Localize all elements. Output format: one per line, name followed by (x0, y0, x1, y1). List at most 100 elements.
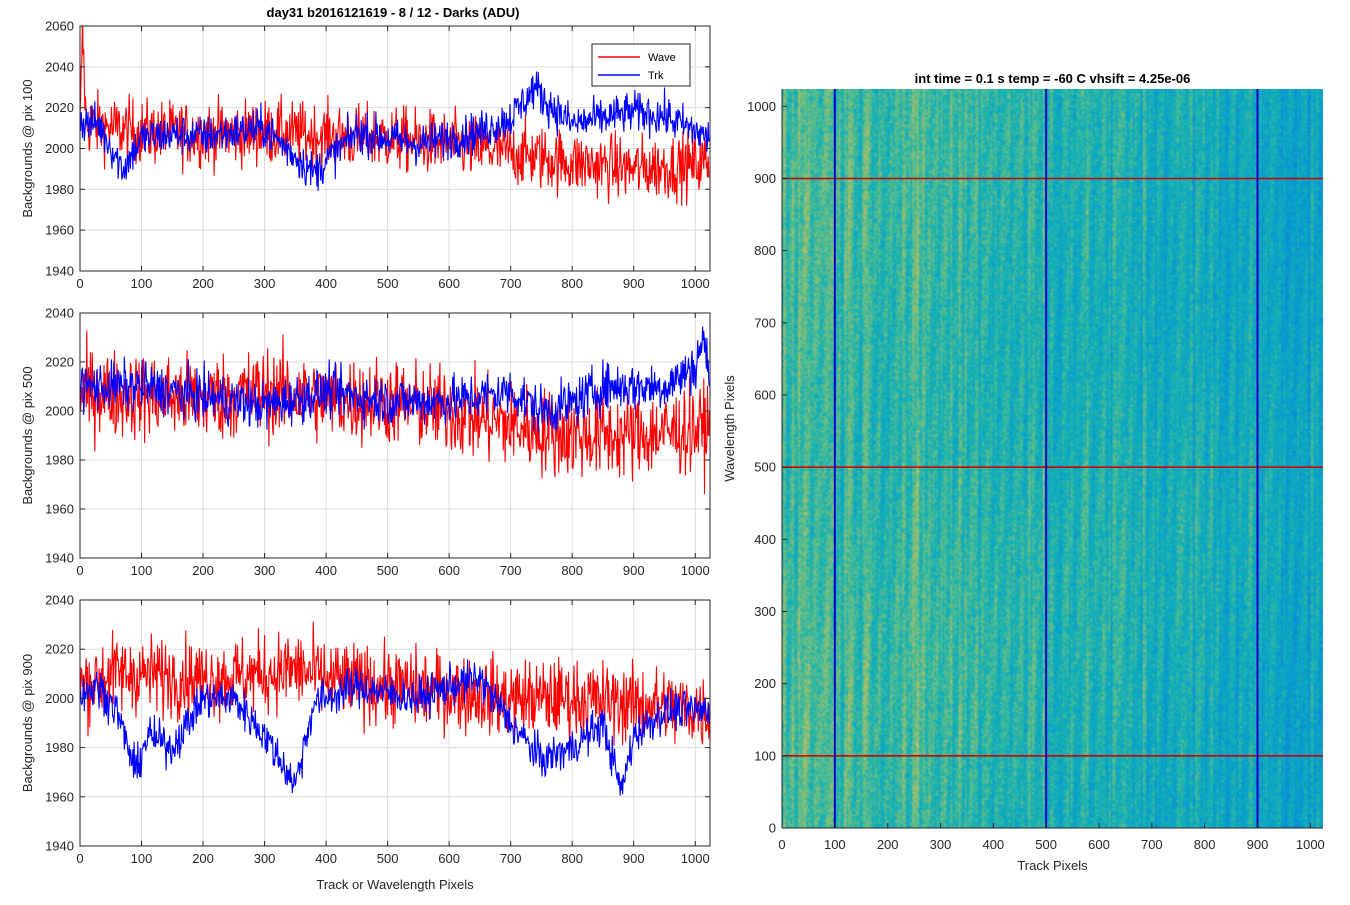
y-tick-label: 1960 (45, 789, 74, 804)
y-tick-label: 400 (754, 532, 776, 547)
series-line-trk (80, 71, 710, 192)
x-axis-label: Track Pixels (1017, 858, 1088, 873)
y-tick-label: 800 (754, 243, 776, 258)
y-tick-label: 2020 (45, 100, 74, 115)
y-tick-label: 1000 (747, 99, 776, 114)
x-tick-label: 300 (254, 276, 276, 291)
x-tick-label: 1000 (1296, 837, 1325, 852)
y-tick-label: 2020 (45, 642, 74, 657)
y-tick-label: 2000 (45, 141, 74, 156)
x-tick-label: 600 (438, 851, 460, 866)
x-tick-label: 700 (500, 563, 522, 578)
x-tick-label: 900 (623, 276, 645, 291)
y-tick-label: 2000 (45, 691, 74, 706)
y-tick-label: 2040 (45, 306, 74, 321)
legend-label-wave: Wave (648, 52, 676, 64)
x-tick-label: 0 (76, 851, 83, 866)
y-tick-label: 2040 (45, 59, 74, 74)
y-tick-label: 700 (754, 315, 776, 330)
figure-title: day31 b2016121619 - 8 / 12 - Darks (ADU) (267, 5, 520, 20)
y-axis-label: Wavelength Pixels (722, 375, 737, 482)
x-tick-label: 800 (561, 851, 583, 866)
y-tick-label: 0 (769, 821, 776, 836)
y-tick-label: 200 (754, 676, 776, 691)
series-line-trk (80, 659, 710, 796)
axes-image: 0 100 200 300 400 500 600 700 800 900 1000 0 100 200 3… (722, 71, 1325, 873)
series-line-trk (80, 326, 710, 434)
x-tick-label: 1000 (681, 276, 710, 291)
series-line-wave (80, 26, 710, 206)
x-tick-label: 200 (192, 563, 214, 578)
x-axis-label: Track or Wavelength Pixels (316, 877, 474, 892)
y-tick-label: 2020 (45, 355, 74, 370)
x-tick-label: 100 (131, 851, 153, 866)
y-tick-label: 1980 (45, 740, 74, 755)
y-tick-label: 100 (754, 748, 776, 763)
x-tick-label: 800 (1194, 837, 1216, 852)
axes-top: 0 100 200 300 400 500 600 700 800 900 1000 1940 1960… (20, 19, 711, 291)
y-tick-label: 500 (754, 460, 776, 475)
x-tick-label: 100 (824, 837, 846, 852)
heatmap-image (782, 89, 1323, 828)
y-tick-label: 2000 (45, 404, 74, 419)
x-tick-label: 500 (377, 851, 399, 866)
x-tick-label: 400 (982, 837, 1004, 852)
x-tick-label: 100 (131, 563, 153, 578)
legend: Wave Trk (591, 43, 691, 87)
x-tick-label: 200 (877, 837, 899, 852)
x-tick-label: 300 (254, 851, 276, 866)
x-tick-label: 600 (1088, 837, 1110, 852)
y-tick-label: 900 (754, 171, 776, 186)
x-tick-label: 800 (561, 563, 583, 578)
y-axis-label: Backgrounds @ pix 900 (20, 654, 35, 792)
x-tick-label: 600 (438, 276, 460, 291)
y-tick-label: 2060 (45, 19, 74, 34)
x-tick-label: 400 (315, 851, 337, 866)
x-tick-label: 900 (1247, 837, 1269, 852)
x-tick-label: 400 (315, 563, 337, 578)
x-tick-label: 400 (315, 276, 337, 291)
x-tick-label: 0 (76, 276, 83, 291)
x-tick-label: 100 (131, 276, 153, 291)
y-tick-label: 1980 (45, 182, 74, 197)
x-tick-label: 700 (500, 276, 522, 291)
axes-bottom: 0 100 200 300 400 500 600 700 800 900 1000 1940 1960… (20, 593, 711, 892)
x-tick-label: 300 (930, 837, 952, 852)
legend-label-trk: Trk (648, 70, 664, 82)
y-tick-label: 600 (754, 387, 776, 402)
axes-box (79, 599, 711, 847)
legend-box (591, 43, 691, 87)
y-axis-label: Backgrounds @ pix 100 (20, 79, 35, 217)
axes-box (79, 312, 711, 559)
x-tick-label: 200 (192, 276, 214, 291)
y-tick-label: 1960 (45, 223, 74, 238)
y-tick-label: 300 (754, 604, 776, 619)
x-tick-label: 500 (1035, 837, 1057, 852)
x-tick-label: 1000 (681, 851, 710, 866)
x-tick-label: 700 (500, 851, 522, 866)
y-tick-label: 1980 (45, 453, 74, 468)
x-tick-label: 0 (778, 837, 785, 852)
heatmap-title: int time = 0.1 s temp = -60 C vhsift = 4… (915, 71, 1191, 86)
x-tick-label: 500 (377, 276, 399, 291)
x-tick-label: 700 (1141, 837, 1163, 852)
x-tick-label: 300 (254, 563, 276, 578)
x-tick-label: 600 (438, 563, 460, 578)
y-tick-label: 1940 (45, 264, 74, 279)
y-axis-label: Backgrounds @ pix 500 (20, 366, 35, 504)
y-tick-label: 1960 (45, 502, 74, 517)
x-tick-label: 900 (623, 563, 645, 578)
y-tick-label: 1940 (45, 551, 74, 566)
x-tick-label: 800 (561, 276, 583, 291)
x-tick-label: 1000 (681, 563, 710, 578)
x-tick-label: 0 (76, 563, 83, 578)
x-tick-label: 500 (377, 563, 399, 578)
x-tick-label: 900 (623, 851, 645, 866)
y-tick-label: 1940 (45, 839, 74, 854)
y-tick-label: 2040 (45, 593, 74, 608)
x-tick-label: 200 (192, 851, 214, 866)
series-line-wave (80, 330, 710, 495)
axes-middle: 0 100 200 300 400 500 600 700 800 900 1000 1940 1960… (20, 306, 711, 578)
